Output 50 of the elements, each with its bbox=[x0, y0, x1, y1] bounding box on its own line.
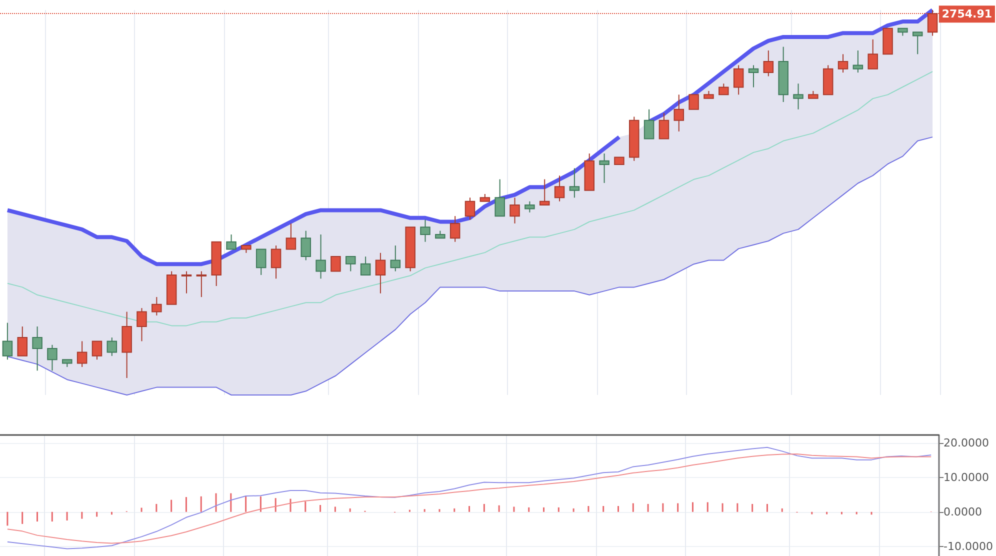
candlestick bbox=[76, 340, 88, 368]
candlestick bbox=[450, 216, 460, 242]
candlestick bbox=[360, 256, 371, 276]
candlestick bbox=[375, 252, 386, 294]
candlestick bbox=[494, 178, 505, 217]
candlestick bbox=[346, 256, 356, 272]
candlestick bbox=[763, 50, 774, 77]
candlestick bbox=[510, 197, 520, 224]
candlestick bbox=[793, 83, 804, 110]
candlestick bbox=[196, 270, 207, 298]
candlestick bbox=[226, 234, 236, 250]
candlestick bbox=[270, 245, 282, 280]
y-tick-label: 20.0000 bbox=[944, 436, 990, 450]
candlestick bbox=[868, 38, 878, 70]
candlestick bbox=[2, 322, 13, 360]
candlestick bbox=[852, 50, 864, 74]
candlestick bbox=[256, 248, 266, 276]
candlestick bbox=[569, 168, 580, 198]
candlestick bbox=[838, 54, 848, 74]
candlestick bbox=[390, 245, 401, 272]
candlestick bbox=[464, 197, 476, 220]
candlestick bbox=[106, 337, 118, 356]
candlestick bbox=[718, 83, 729, 96]
candlestick bbox=[674, 94, 684, 132]
y-tick-label: -10.0000 bbox=[944, 540, 994, 553]
candlestick bbox=[300, 230, 311, 261]
candlestick bbox=[136, 308, 147, 342]
candlestick bbox=[47, 344, 58, 372]
candlestick bbox=[748, 64, 759, 88]
candlestick bbox=[181, 270, 192, 294]
candlestick bbox=[17, 326, 28, 356]
candlestick bbox=[912, 32, 923, 55]
candlestick bbox=[733, 64, 744, 96]
candlestick bbox=[152, 296, 162, 316]
candlestick bbox=[316, 234, 326, 280]
candlestick bbox=[688, 94, 699, 110]
text: 2754.91 bbox=[942, 8, 992, 21]
candlestick bbox=[420, 219, 430, 242]
y-tick-label: 10.0000 bbox=[944, 470, 990, 484]
candlestick bbox=[599, 153, 610, 184]
candlestick bbox=[644, 108, 654, 140]
candlestick bbox=[286, 222, 296, 250]
candlestick bbox=[658, 112, 670, 140]
candlestick bbox=[539, 178, 550, 206]
candlestick bbox=[330, 256, 341, 272]
candlestick bbox=[524, 200, 535, 213]
candlestick bbox=[554, 175, 565, 202]
candlestick bbox=[92, 340, 102, 360]
candlestick bbox=[32, 326, 42, 372]
y-tick-label: 0.0000 bbox=[944, 505, 982, 518]
